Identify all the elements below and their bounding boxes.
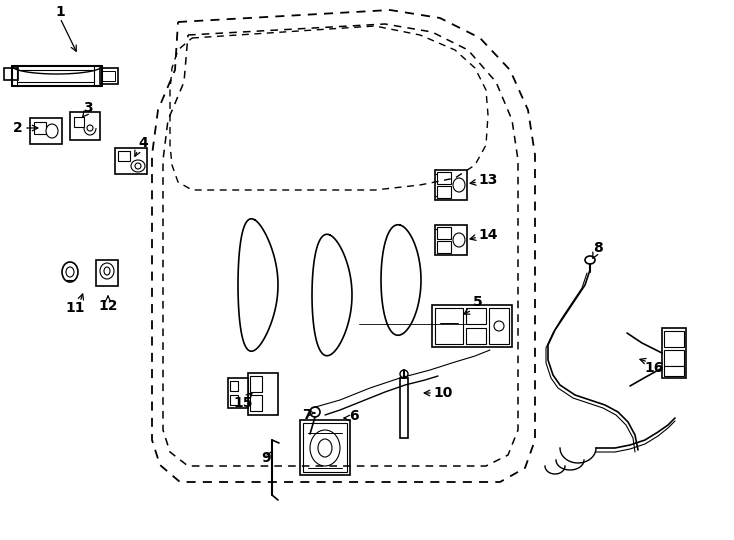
Ellipse shape bbox=[453, 178, 465, 192]
Bar bbox=[664, 366, 684, 376]
Ellipse shape bbox=[494, 321, 504, 331]
Bar bbox=[300, 420, 350, 475]
Text: 7: 7 bbox=[302, 408, 312, 422]
Bar bbox=[400, 378, 408, 438]
Text: 10: 10 bbox=[433, 386, 453, 400]
Text: 11: 11 bbox=[65, 301, 84, 315]
Text: 16: 16 bbox=[644, 361, 664, 375]
Bar bbox=[248, 373, 278, 415]
Text: 5: 5 bbox=[473, 295, 483, 309]
Bar bbox=[466, 308, 486, 324]
Ellipse shape bbox=[453, 233, 465, 247]
Text: 13: 13 bbox=[479, 173, 498, 187]
Ellipse shape bbox=[400, 370, 408, 378]
Bar bbox=[250, 376, 262, 392]
Bar bbox=[118, 151, 130, 161]
Ellipse shape bbox=[135, 163, 141, 169]
Ellipse shape bbox=[46, 124, 58, 138]
Bar bbox=[230, 381, 238, 391]
Text: 15: 15 bbox=[233, 396, 252, 410]
Bar bbox=[437, 241, 451, 253]
Bar bbox=[662, 328, 686, 378]
Bar bbox=[70, 112, 100, 140]
Text: 12: 12 bbox=[98, 299, 117, 313]
Bar bbox=[664, 331, 684, 347]
Bar bbox=[250, 395, 262, 411]
Ellipse shape bbox=[62, 262, 78, 282]
Bar bbox=[489, 308, 509, 344]
Text: 2: 2 bbox=[13, 121, 23, 135]
Bar bbox=[30, 118, 62, 144]
Text: 1: 1 bbox=[55, 5, 65, 19]
Bar bbox=[100, 68, 118, 84]
Bar bbox=[466, 328, 486, 344]
Bar bbox=[102, 71, 115, 81]
Bar bbox=[115, 148, 147, 174]
Ellipse shape bbox=[131, 160, 145, 172]
Bar bbox=[230, 395, 238, 405]
Bar bbox=[228, 378, 248, 408]
Text: 8: 8 bbox=[593, 241, 603, 255]
Bar bbox=[34, 122, 46, 134]
Text: 4: 4 bbox=[138, 136, 148, 150]
Bar bbox=[437, 227, 451, 239]
Text: 3: 3 bbox=[83, 101, 92, 115]
Bar bbox=[437, 172, 451, 184]
Bar bbox=[4, 68, 18, 80]
Ellipse shape bbox=[100, 263, 114, 279]
Text: 14: 14 bbox=[479, 228, 498, 242]
Bar bbox=[435, 308, 463, 344]
Ellipse shape bbox=[310, 407, 320, 417]
Ellipse shape bbox=[66, 267, 74, 277]
Text: 6: 6 bbox=[349, 409, 359, 423]
Bar bbox=[96, 260, 118, 286]
Text: 9: 9 bbox=[261, 451, 271, 465]
Bar bbox=[74, 117, 84, 127]
Bar bbox=[664, 350, 684, 366]
Bar bbox=[432, 305, 512, 347]
Bar bbox=[437, 186, 451, 198]
Ellipse shape bbox=[310, 430, 340, 466]
Ellipse shape bbox=[585, 256, 595, 264]
Bar bbox=[435, 170, 467, 200]
Bar bbox=[303, 423, 347, 472]
Ellipse shape bbox=[318, 439, 332, 457]
Ellipse shape bbox=[104, 267, 110, 275]
Bar bbox=[435, 225, 467, 255]
